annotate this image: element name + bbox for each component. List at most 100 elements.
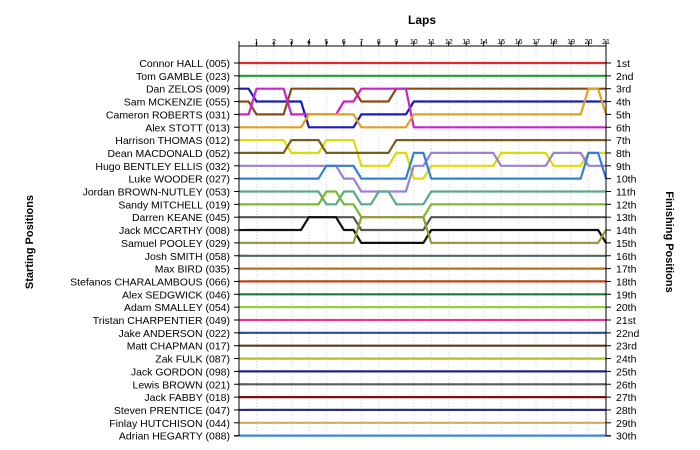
finishing-position-label: 17th bbox=[616, 264, 637, 276]
finishing-position-label: 21st bbox=[616, 315, 636, 327]
driver-position-line bbox=[238, 216, 607, 244]
finishing-position-label: 25th bbox=[616, 366, 637, 378]
driver-label: Max BIRD (035) bbox=[155, 264, 230, 276]
finishing-position-label: 6th bbox=[616, 122, 631, 134]
lap-tick-label: 9 bbox=[394, 39, 398, 46]
lap-tick-label: 13 bbox=[462, 39, 470, 46]
driver-label: Jordan BROWN-NUTLEY (053) bbox=[83, 187, 230, 199]
finishing-position-label: 28th bbox=[616, 405, 637, 417]
driver-label: Adrian HEGARTY (088) bbox=[119, 431, 230, 443]
driver-label: Dean MACDONALD (052) bbox=[107, 148, 230, 160]
driver-label: Josh SMITH (058) bbox=[145, 251, 230, 263]
lap-tick-label: 18 bbox=[550, 39, 558, 46]
y-axis-label-right: Finishing Positions bbox=[663, 191, 675, 292]
lap-tick-label: 5 bbox=[324, 39, 328, 46]
driver-label: Cameron ROBERTS (031) bbox=[106, 109, 230, 121]
driver-label: Adam SMALLEY (054) bbox=[124, 302, 230, 314]
finishing-position-label: 3rd bbox=[616, 84, 631, 96]
driver-label: Lewis BROWN (021) bbox=[133, 379, 230, 391]
finishing-position-label: 22nd bbox=[616, 328, 640, 340]
finishing-position-label: 18th bbox=[616, 276, 637, 288]
finishing-position-label: 13th bbox=[616, 212, 637, 224]
finishing-position-label: 15th bbox=[616, 238, 637, 250]
driver-position-line bbox=[238, 87, 608, 129]
finishing-position-label: 9th bbox=[616, 161, 631, 173]
driver-label: Harrison THOMAS (012) bbox=[115, 135, 230, 147]
driver-label: Hugo BENTLEY ELLIS (032) bbox=[95, 161, 230, 173]
chart-title: Laps bbox=[408, 13, 436, 27]
lap-tick-label: 4 bbox=[307, 39, 311, 46]
finishing-position-label: 11th bbox=[616, 187, 636, 199]
driver-position-line bbox=[239, 87, 606, 129]
series-lines bbox=[238, 61, 608, 437]
lap-tick-label: 6 bbox=[342, 39, 346, 46]
driver-position-line bbox=[239, 151, 606, 193]
finishing-position-label: 12th bbox=[616, 199, 637, 211]
lap-tick-label: 2 bbox=[272, 39, 276, 46]
driver-position-line bbox=[238, 151, 608, 180]
driver-position-line bbox=[239, 139, 606, 180]
lap-tick-label: 14 bbox=[480, 39, 488, 46]
finishing-position-label: 2nd bbox=[616, 71, 634, 83]
finishing-position-label: 23rd bbox=[616, 341, 637, 353]
driver-label: Luke WOODER (027) bbox=[128, 174, 230, 186]
driver-label: Stefanos CHARALAMBOUS (066) bbox=[70, 276, 230, 288]
driver-position-line bbox=[238, 87, 606, 116]
driver-position-line bbox=[239, 87, 606, 129]
driver-position-line bbox=[239, 216, 607, 244]
finishing-position-label: 30th bbox=[616, 431, 637, 443]
driver-position-line bbox=[238, 139, 606, 155]
finishing-position-label: 7th bbox=[616, 135, 631, 147]
driver-label: Matt CHAPMAN (017) bbox=[127, 341, 230, 353]
finishing-position-label: 26th bbox=[616, 379, 637, 391]
finishing-position-label: 14th bbox=[616, 225, 637, 237]
finishing-position-label: 4th bbox=[616, 97, 631, 109]
finishing-position-label: 27th bbox=[616, 392, 637, 404]
lap-tick-label: 12 bbox=[445, 39, 453, 46]
finishing-position-label: 10th bbox=[616, 174, 637, 186]
y-axis-label-left: Starting Positions bbox=[24, 195, 36, 289]
driver-label: Jake ANDERSON (022) bbox=[119, 328, 230, 340]
driver-label: Jack FABBY (018) bbox=[144, 392, 230, 404]
finishing-position-label: 19th bbox=[616, 289, 637, 301]
lap-tick-label: 16 bbox=[515, 39, 523, 46]
driver-label: Alex STOTT (013) bbox=[145, 122, 230, 134]
finishing-position-label: 24th bbox=[616, 354, 637, 366]
driver-label: Sandy MITCHELL (019) bbox=[118, 199, 230, 211]
lap-tick-label: 15 bbox=[497, 39, 505, 46]
lap-tick-label: 11 bbox=[428, 39, 435, 46]
driver-label: Tristan CHARPENTIER (049) bbox=[93, 315, 230, 327]
driver-label: Sam MCKENZIE (055) bbox=[124, 97, 230, 109]
driver-label: Darren KEANE (045) bbox=[132, 212, 230, 224]
finishing-position-label: 16th bbox=[616, 251, 637, 263]
driver-position-line bbox=[239, 190, 606, 206]
driver-label: Alex SEDGWICK (046) bbox=[122, 289, 230, 301]
finishing-position-label: 1st bbox=[616, 58, 630, 70]
driver-label: Jack MCCARTHY (008) bbox=[119, 225, 230, 237]
lap-tick-label: 1 bbox=[255, 39, 259, 46]
finishing-position-label: 8th bbox=[616, 148, 631, 160]
driver-label: Steven PRENTICE (047) bbox=[114, 405, 230, 417]
lap-tick-label: 7 bbox=[359, 39, 363, 46]
finishing-position-label: 20th bbox=[616, 302, 637, 314]
finishing-position-label: 29th bbox=[616, 418, 637, 430]
driver-label: Jack GORDON (098) bbox=[131, 366, 230, 378]
lap-tick-label: 10 bbox=[410, 39, 418, 46]
lap-tick-label: 8 bbox=[377, 39, 381, 46]
finishing-position-label: 5th bbox=[616, 109, 631, 121]
lap-tick-label: 21 bbox=[602, 39, 610, 46]
axes bbox=[234, 41, 611, 437]
driver-label: Samuel POOLEY (029) bbox=[121, 238, 230, 250]
driver-label: Zak FULK (087) bbox=[155, 354, 230, 366]
lap-tick-label: 20 bbox=[585, 39, 593, 46]
driver-label: Dan ZELOS (009) bbox=[146, 84, 230, 96]
lap-tick-label: 3 bbox=[289, 39, 293, 46]
lap-tick-label: 19 bbox=[567, 39, 575, 46]
driver-label: Tom GAMBLE (023) bbox=[136, 71, 230, 83]
lap-tick-label: 17 bbox=[532, 39, 540, 46]
driver-label: Finlay HUTCHISON (044) bbox=[109, 418, 230, 430]
labels: 1 2 3 4 5 6 7 8 9 10 11 12 13 14 15 16 17 18 19 20 21Connor … bbox=[70, 39, 639, 443]
driver-label: Connor HALL (005) bbox=[139, 58, 230, 70]
